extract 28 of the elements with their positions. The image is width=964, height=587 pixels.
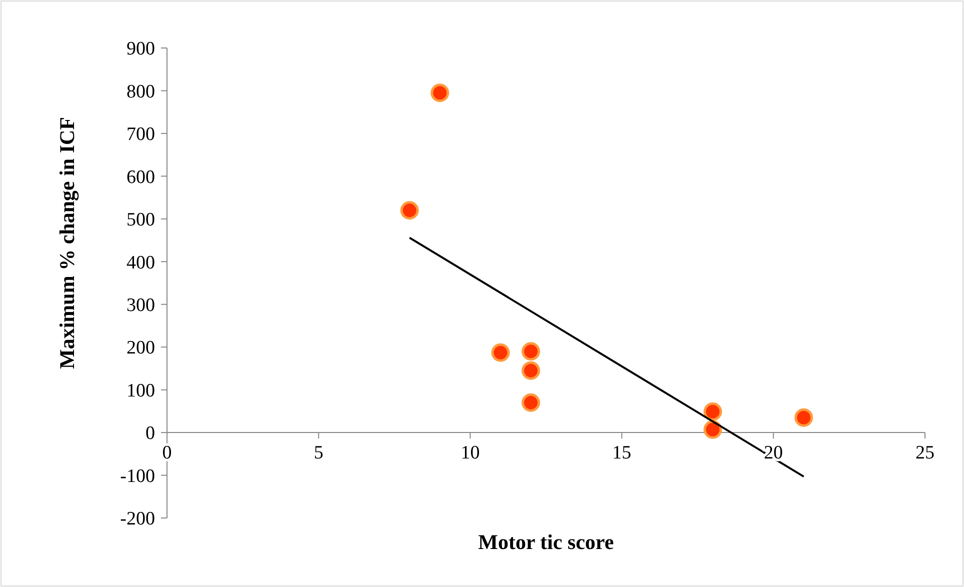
- point: [400, 201, 419, 220]
- y-tick-label: 300: [126, 295, 155, 316]
- y-tick-label: -200: [120, 508, 155, 530]
- x-axis-title: Motor tic score: [478, 530, 614, 554]
- y-tick-label: 700: [126, 124, 155, 146]
- point: [704, 402, 722, 421]
- y-tick-label: -100: [120, 466, 155, 487]
- y-tick-label: 200: [126, 338, 155, 359]
- x-tick-label: 5: [314, 442, 324, 464]
- point: [794, 408, 813, 427]
- point: [491, 343, 510, 362]
- x-tick-label: 10: [460, 442, 480, 464]
- x-tick-label: 15: [612, 442, 632, 464]
- y-tick-label: 800: [126, 81, 155, 102]
- y-tick-label: 0: [146, 423, 155, 444]
- y-tick-label: 900: [126, 38, 155, 60]
- x-tick-label: 0: [162, 442, 172, 464]
- y-tick-label: 500: [126, 210, 155, 231]
- point: [522, 342, 540, 361]
- y-axis-title: Maximum % change in ICF: [55, 117, 79, 369]
- point: [522, 393, 540, 412]
- point: [522, 361, 540, 380]
- x-tick-label: 25: [916, 442, 934, 464]
- y-tick-label: 400: [126, 252, 155, 274]
- y-tick-label: 100: [126, 380, 155, 402]
- y-tick-label: 600: [126, 166, 155, 188]
- point: [704, 420, 722, 439]
- point: [430, 84, 450, 102]
